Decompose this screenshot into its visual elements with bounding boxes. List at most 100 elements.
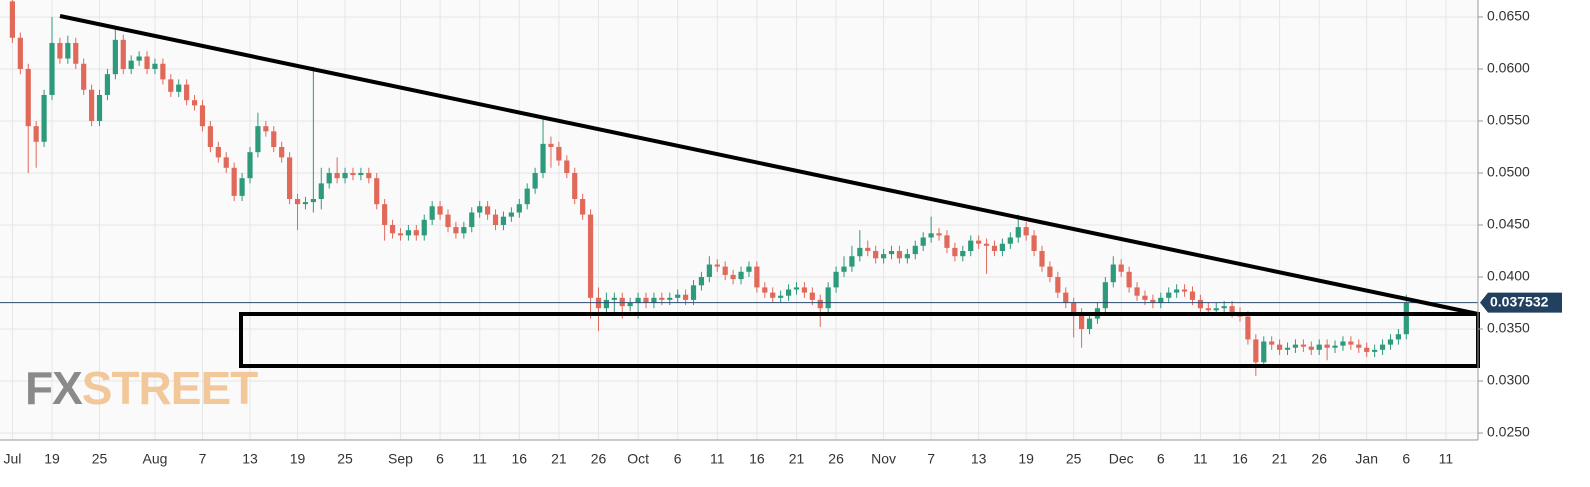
candle-body <box>1205 308 1211 311</box>
candle-body <box>1055 277 1061 293</box>
candle-body <box>540 143 546 173</box>
candle-body <box>207 126 213 147</box>
trend-line <box>59 14 1479 316</box>
candle-body <box>112 39 118 75</box>
candle-body <box>1308 346 1314 350</box>
candle-body <box>255 126 261 153</box>
candle-body <box>619 297 625 307</box>
candle-body <box>1031 235 1037 251</box>
candle-body <box>215 146 221 158</box>
candle-body <box>865 247 871 251</box>
candle-body <box>825 287 831 309</box>
candle-body <box>857 247 863 257</box>
candle-body <box>342 172 348 179</box>
x-tick-label: 6 <box>1157 451 1165 467</box>
candle-body <box>1197 299 1203 309</box>
candle-body <box>976 240 982 244</box>
candle-body <box>184 84 190 101</box>
candle-body <box>1379 344 1386 350</box>
candle-body <box>1086 318 1093 330</box>
x-tick-label: 26 <box>591 451 607 467</box>
candle-body <box>643 297 649 304</box>
candle-body <box>738 271 744 280</box>
candle-body <box>326 172 332 184</box>
x-tick-label: 7 <box>927 451 935 467</box>
candle-body <box>960 250 966 257</box>
x-tick-label: 16 <box>1232 451 1248 467</box>
candle-body <box>1356 344 1362 348</box>
x-tick-label: 7 <box>199 451 207 467</box>
candle-body <box>1364 347 1370 352</box>
candle-body <box>223 157 229 168</box>
y-tick-label: 0.0400 <box>1487 268 1530 284</box>
candle-body <box>191 100 198 106</box>
candle-body <box>1316 344 1322 350</box>
candle-body <box>778 295 784 298</box>
candle-body <box>1047 266 1053 278</box>
candle-body <box>1300 344 1306 347</box>
candle-body <box>722 266 728 275</box>
x-tick-label: Jan <box>1355 451 1378 467</box>
candle-body <box>136 56 142 61</box>
candle-body <box>690 285 697 300</box>
candle-body <box>445 214 451 228</box>
candle-body <box>1134 287 1140 296</box>
candle-body <box>1063 292 1069 304</box>
candle-body <box>635 297 641 304</box>
candle-body <box>199 105 206 127</box>
candle-body <box>485 206 491 215</box>
candle-body <box>1071 303 1077 314</box>
candle-body <box>627 303 633 307</box>
candle-body <box>1102 282 1108 309</box>
candle-body <box>999 243 1005 251</box>
x-tick-label: Jul <box>3 451 21 467</box>
axis-labels: 0.0250 0.0300 0.0350 0.0400 0.0450 0.0500 0.05… <box>3 8 1562 467</box>
x-tick-label: 13 <box>242 451 258 467</box>
candle-body <box>1213 308 1219 311</box>
candle-body <box>556 146 562 161</box>
candle-body <box>762 287 768 293</box>
candle-body <box>287 157 293 199</box>
logo-street: STREET <box>82 362 258 414</box>
last-price-tag <box>1480 292 1562 313</box>
candle-body <box>397 233 404 236</box>
candle-body <box>73 42 79 64</box>
candle-body <box>429 206 435 220</box>
candle-body <box>350 172 356 176</box>
candle-body <box>1189 291 1196 300</box>
candle-body <box>1348 341 1354 345</box>
candle-body <box>1324 344 1330 348</box>
y-tick-label: 0.0600 <box>1487 60 1530 76</box>
candle-body <box>698 277 705 286</box>
x-tick-label: 16 <box>749 451 765 467</box>
y-tick-label: 0.0250 <box>1487 424 1530 440</box>
y-tick-label: 0.0500 <box>1487 164 1530 180</box>
candle-body <box>1126 271 1132 288</box>
candle-body <box>651 297 657 304</box>
candle-body <box>785 289 792 296</box>
candle-body <box>1181 289 1188 292</box>
candle-body <box>1261 341 1267 363</box>
candle-body <box>382 204 388 225</box>
candle-body <box>9 1 15 38</box>
watermark: FXSTREET <box>25 362 258 414</box>
candle-body <box>1269 341 1275 345</box>
candle-body <box>374 178 380 205</box>
candle-body <box>1118 264 1124 272</box>
candle-body <box>302 202 309 205</box>
candle-body <box>160 63 166 80</box>
candle-body <box>33 126 39 142</box>
candle-body <box>920 237 926 246</box>
x-tick-label: 11 <box>1193 451 1208 467</box>
x-tick-label: 13 <box>971 451 987 467</box>
x-tick-label: 25 <box>92 451 108 467</box>
candle-body <box>477 206 483 213</box>
candle-body <box>231 167 237 196</box>
candle-body <box>1372 349 1378 352</box>
candle-body <box>358 172 364 176</box>
candle-body <box>421 219 427 236</box>
candle-body <box>437 206 443 215</box>
candle-body <box>492 214 499 225</box>
x-tick-label: 19 <box>290 451 306 467</box>
